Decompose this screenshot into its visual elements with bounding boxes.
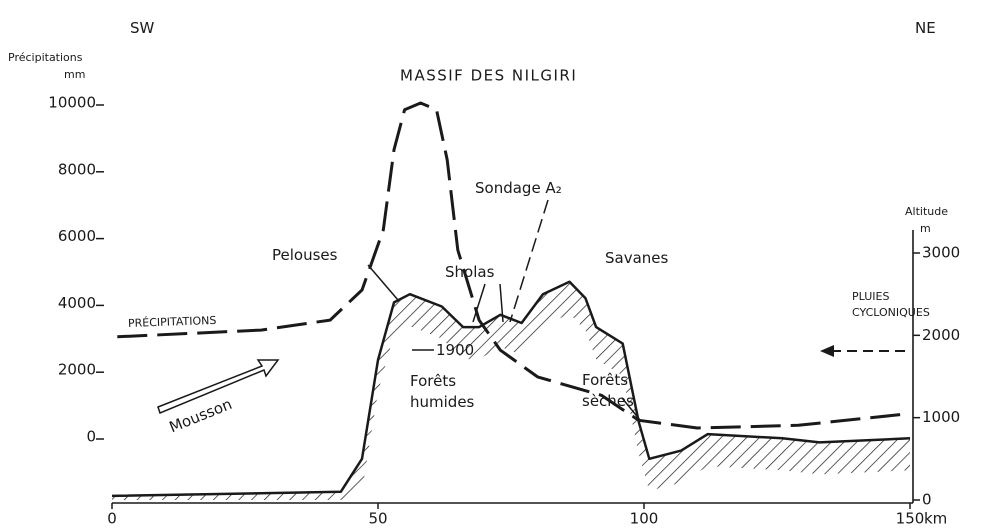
y2-axis-label: Altitude [905,205,948,218]
annotation: Forêts humides [410,372,475,411]
annotation: PLUIES CYCLONIQUES [852,290,930,319]
chart-title: MASSIF DES NILGIRI [400,67,577,85]
x-tick-label: 100 [630,510,659,528]
annotation-line: Forêts [410,372,456,390]
altitude-profile [111,280,911,498]
x-tick-label: 150 [896,510,925,528]
y-tick-label: 2000 [58,361,96,379]
y2-tick-label: 0 [922,491,932,509]
annotation-line: PLUIES [852,290,889,303]
annotation-line: sèches [582,392,634,410]
leader-line [509,199,549,323]
annotation-line: Forêts [582,371,628,389]
monsoon-arrow [157,359,280,415]
annotation: 1900 [436,341,474,359]
y2-axis-unit: m [920,222,931,235]
y-tick-label: 4000 [58,294,96,312]
leader-line [472,283,486,323]
annotation: Savanes [605,249,669,267]
x-tick-label: 0 [107,510,117,528]
annotation-line: SW [130,19,155,37]
y-axis-unit: mm [64,68,85,81]
annotation: Pelouses [272,246,338,264]
annotation-line: NE [915,19,936,37]
annotation-line: humides [410,393,475,411]
y-tick-label: 6000 [58,227,96,245]
y-tick-label: 10000 [48,94,96,112]
x-axis-unit: km [924,510,947,528]
y-tick-label: 8000 [58,160,96,178]
y-tick-label: 0 [86,428,96,446]
annotation: NE [915,19,936,37]
annotation-line: Sholas [445,263,495,281]
cyclone-arrowhead [820,345,834,357]
y-axis-label: Précipitations [8,51,83,64]
y2-tick-label: 2000 [922,326,960,344]
annotation: Sondage A₂ [475,179,562,197]
annotation-line: Savanes [605,249,669,267]
annotation-line: CYCLONIQUES [852,306,930,319]
y2-tick-label: 3000 [922,244,960,262]
annotation-line: 1900 [436,341,474,359]
annotation-line: Sondage A₂ [475,179,562,197]
hatching [112,281,910,500]
x-tick-label: 50 [368,510,387,528]
annotation-line: Pelouses [272,246,338,264]
annotation: Sholas [445,263,495,281]
annotation: SW [130,19,155,37]
series-label: PRÉCIPITATIONS [128,314,217,330]
annotation: Forêts sèches [582,371,634,410]
y2-tick-label: 1000 [922,408,960,426]
leader-line [367,264,399,301]
